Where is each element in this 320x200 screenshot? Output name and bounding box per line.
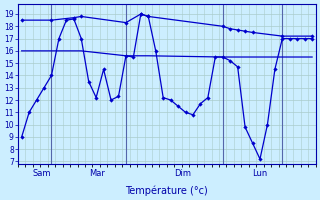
Text: Lun: Lun <box>252 169 268 178</box>
Text: Sam: Sam <box>33 169 51 178</box>
Text: Dim: Dim <box>174 169 191 178</box>
Text: Mar: Mar <box>89 169 105 178</box>
X-axis label: Température (°c): Température (°c) <box>125 185 208 196</box>
